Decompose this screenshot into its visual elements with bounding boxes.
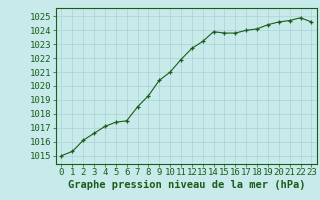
- X-axis label: Graphe pression niveau de la mer (hPa): Graphe pression niveau de la mer (hPa): [68, 180, 305, 190]
